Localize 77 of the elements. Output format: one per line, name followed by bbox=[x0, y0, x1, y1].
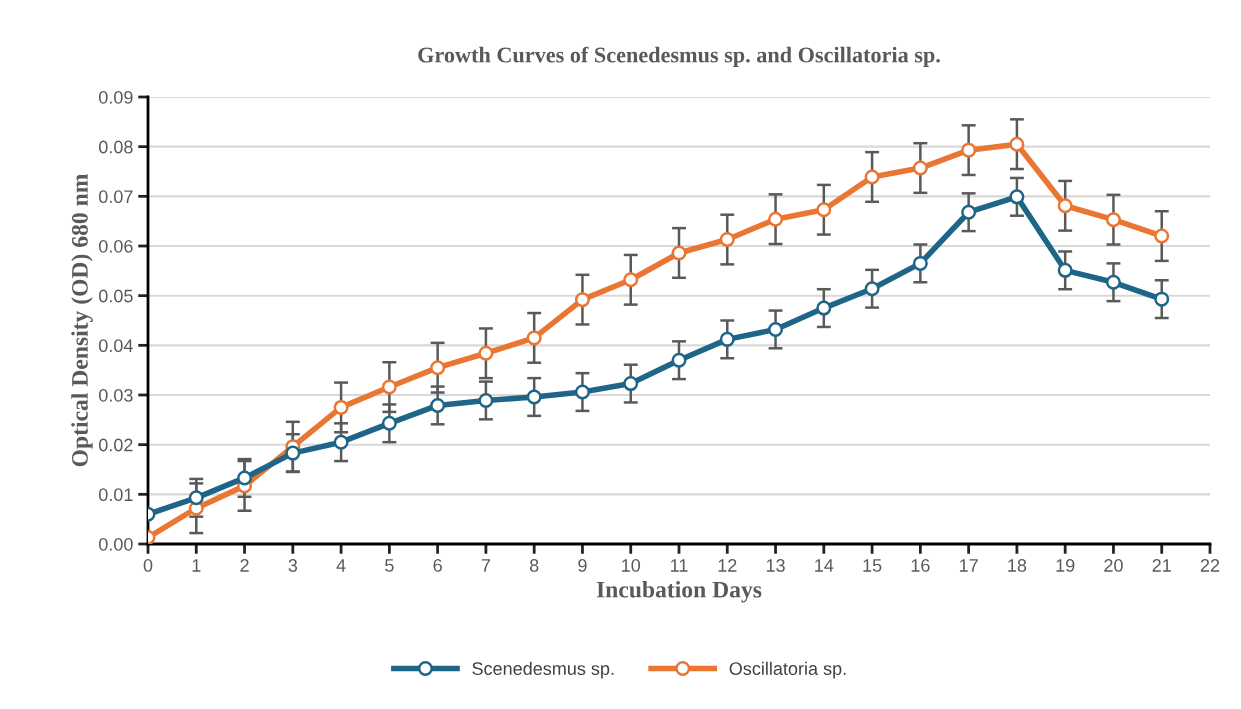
point bbox=[912, 160, 928, 176]
x-tick-label: 11 bbox=[671, 559, 688, 572]
point bbox=[671, 352, 687, 368]
point bbox=[719, 232, 735, 248]
point bbox=[816, 202, 832, 218]
y-tick-label: 0.05 bbox=[98, 289, 133, 303]
x-tick-label: 19 bbox=[1056, 559, 1075, 572]
x-tick-label: 4 bbox=[336, 559, 346, 572]
y-tick-label: 0.02 bbox=[98, 438, 133, 452]
y-tick-label: 0.07 bbox=[98, 190, 133, 204]
point bbox=[237, 470, 253, 486]
point bbox=[526, 389, 542, 405]
x-tick-label: 0 bbox=[143, 559, 153, 572]
point bbox=[719, 331, 735, 347]
point bbox=[188, 490, 204, 506]
x-tick-label: 21 bbox=[1152, 559, 1171, 572]
x-tick-label: 17 bbox=[959, 559, 978, 572]
point bbox=[912, 255, 928, 271]
point bbox=[1009, 189, 1025, 205]
x-tick-label: 13 bbox=[766, 559, 785, 572]
x-tick-label: 7 bbox=[481, 559, 491, 572]
y-axis-title: Optical Density (OD) 680 nm bbox=[71, 173, 93, 467]
x-tick-label: 22 bbox=[1200, 559, 1220, 572]
point bbox=[526, 330, 542, 346]
point bbox=[864, 281, 880, 297]
x-tick-label: 5 bbox=[385, 559, 394, 572]
x-tick-label: 15 bbox=[863, 559, 882, 572]
point bbox=[333, 399, 349, 415]
point bbox=[478, 345, 494, 361]
x-axis-title: Incubation Days bbox=[596, 580, 762, 603]
legend-label: Scenedesmus sp. bbox=[472, 661, 614, 679]
point bbox=[768, 321, 784, 337]
point bbox=[1057, 198, 1073, 214]
y-tick-label: 0.00 bbox=[98, 537, 133, 551]
point bbox=[1105, 212, 1121, 228]
point bbox=[574, 384, 590, 400]
point bbox=[623, 376, 639, 392]
x-tick-label: 3 bbox=[288, 559, 298, 572]
y-tick-label: 0.06 bbox=[98, 239, 133, 253]
x-tick-label: 16 bbox=[911, 559, 930, 572]
point bbox=[961, 204, 977, 220]
point bbox=[1105, 274, 1121, 290]
point bbox=[816, 300, 832, 316]
point bbox=[381, 415, 397, 431]
point bbox=[1154, 291, 1170, 307]
y-tick-label: 0.09 bbox=[98, 90, 133, 104]
point bbox=[768, 211, 784, 227]
x-tick-label: 1 bbox=[192, 559, 201, 572]
point bbox=[430, 360, 446, 376]
point bbox=[1154, 228, 1170, 244]
point bbox=[285, 445, 301, 461]
x-tick-label: 2 bbox=[240, 559, 249, 572]
x-tick-label: 10 bbox=[622, 559, 641, 572]
point bbox=[333, 434, 349, 450]
y-tick-label: 0.01 bbox=[98, 488, 133, 502]
point bbox=[430, 397, 446, 413]
x-tick-label: 6 bbox=[433, 559, 442, 572]
point bbox=[574, 292, 590, 308]
y-tick-label: 0.03 bbox=[98, 388, 133, 402]
point bbox=[1009, 136, 1025, 152]
x-tick-label: 12 bbox=[718, 559, 737, 572]
point bbox=[381, 379, 397, 395]
y-tick-label: 0.08 bbox=[98, 140, 133, 154]
chart-title: Growth Curves of Scenedesmus sp. and Oscillatoria sp. bbox=[418, 46, 940, 68]
x-tick-label: 9 bbox=[578, 559, 587, 572]
point bbox=[671, 245, 687, 261]
x-tick-label: 18 bbox=[1008, 559, 1027, 572]
point bbox=[864, 169, 880, 185]
x-tick-label: 8 bbox=[529, 559, 539, 572]
x-tick-label: 14 bbox=[815, 559, 834, 572]
point bbox=[478, 392, 494, 408]
legend-label: Oscillatoria sp. bbox=[729, 661, 846, 679]
x-tick-label: 20 bbox=[1104, 559, 1123, 572]
point bbox=[623, 272, 639, 288]
point bbox=[961, 142, 977, 158]
y-tick-label: 0.04 bbox=[98, 339, 133, 353]
point bbox=[1057, 262, 1073, 278]
